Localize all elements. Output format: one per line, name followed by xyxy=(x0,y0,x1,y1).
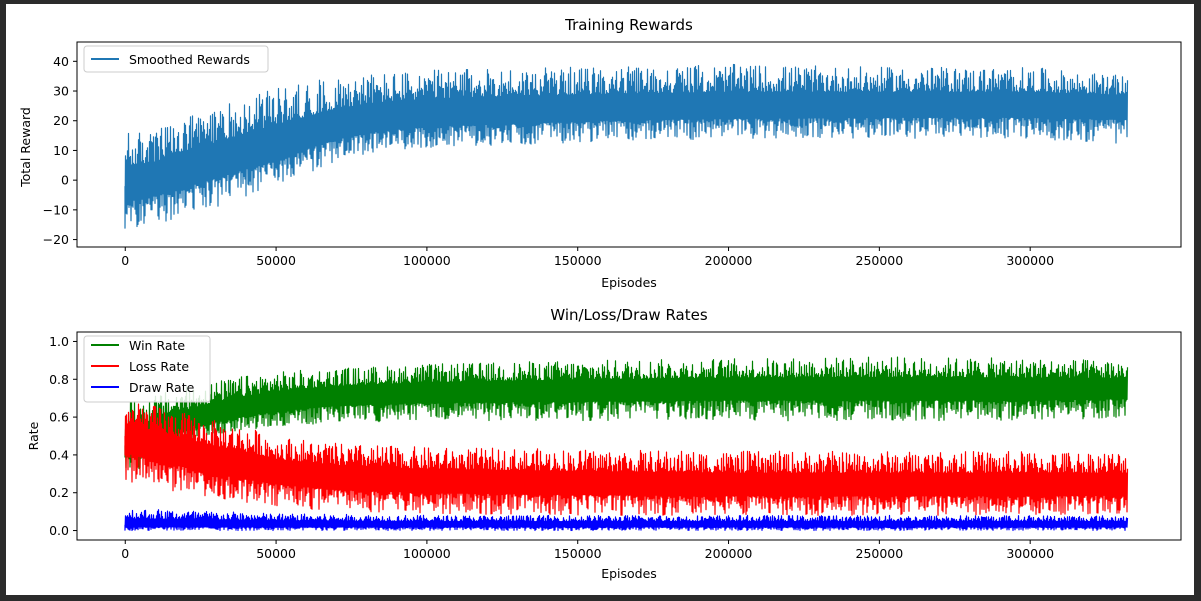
rewards-subplot: Training Rewards 0 50000 100000 150000 20000… xyxy=(18,16,1182,290)
series-line xyxy=(124,63,1129,229)
rates-x-ticks: 0 50000 100000 150000 200000 250000 300000 xyxy=(121,540,1054,561)
rewards-x-ticks: 0 50000 100000 150000 200000 250000 300000 xyxy=(121,247,1054,268)
y-tick-label: 30 xyxy=(53,84,69,99)
series-line xyxy=(124,356,1129,470)
y-tick-label: 40 xyxy=(53,54,69,69)
rewards-axes-frame xyxy=(76,41,1182,248)
x-tick-label: 300000 xyxy=(1006,253,1054,268)
y-tick-label: 0.0 xyxy=(49,523,69,538)
rewards-legend: Smoothed Rewards xyxy=(83,45,269,73)
series-line xyxy=(124,509,1129,532)
rewards-legend-label: Smoothed Rewards xyxy=(129,52,250,67)
rates-legend-label-draw: Draw Rate xyxy=(129,380,195,395)
x-tick-label: 250000 xyxy=(856,253,904,268)
rates-title: Win/Loss/Draw Rates xyxy=(550,306,708,324)
rates-legend: Win Rate Loss Rate Draw Rate xyxy=(83,335,211,403)
y-tick-label: 0.2 xyxy=(49,485,69,500)
x-tick-label: 150000 xyxy=(554,546,602,561)
rates-axes-frame xyxy=(76,331,1182,541)
rates-legend-label-loss: Loss Rate xyxy=(129,359,189,374)
y-tick-label: 0.8 xyxy=(49,372,69,387)
x-tick-label: 200000 xyxy=(705,546,753,561)
rates-ylabel: Rate xyxy=(26,421,41,450)
y-tick-label: 0.4 xyxy=(49,447,69,462)
x-tick-label: 250000 xyxy=(856,546,904,561)
x-tick-label: 300000 xyxy=(1006,546,1054,561)
series-line xyxy=(124,403,1129,516)
x-tick-label: 150000 xyxy=(554,253,602,268)
rates-series-group xyxy=(124,356,1129,532)
x-tick-label: 100000 xyxy=(403,546,451,561)
rewards-ylabel: Total Reward xyxy=(18,107,33,188)
rates-y-ticks: 0.0 0.2 0.4 0.6 0.8 1.0 xyxy=(49,334,77,538)
rewards-legend-box xyxy=(83,45,269,73)
x-tick-label: 50000 xyxy=(256,546,296,561)
x-tick-label: 200000 xyxy=(705,253,753,268)
rates-subplot: Win/Loss/Draw Rates 0 50000 100000 150000 20… xyxy=(26,306,1182,581)
rates-legend-label-win: Win Rate xyxy=(129,338,185,353)
figure-canvas: Training Rewards 0 50000 100000 150000 20000… xyxy=(18,16,1182,581)
rewards-y-ticks: −20 −10 0 10 20 30 40 xyxy=(43,54,77,247)
y-tick-label: 10 xyxy=(53,143,69,158)
rates-legend-box xyxy=(83,335,211,403)
rates-xlabel: Episodes xyxy=(601,566,657,581)
x-tick-label: 100000 xyxy=(403,253,451,268)
y-tick-label: 0.6 xyxy=(49,410,69,425)
y-tick-label: 1.0 xyxy=(49,334,69,349)
y-tick-label: 0 xyxy=(61,173,69,188)
y-tick-label: 20 xyxy=(53,113,69,128)
x-tick-label: 50000 xyxy=(256,253,296,268)
rewards-title: Training Rewards xyxy=(564,16,693,34)
y-tick-label: −20 xyxy=(43,232,69,247)
rewards-xlabel: Episodes xyxy=(601,275,657,290)
rewards-series-group xyxy=(124,63,1129,229)
x-tick-label: 0 xyxy=(121,546,129,561)
figure: Training Rewards 0 50000 100000 150000 20000… xyxy=(6,4,1194,595)
x-tick-label: 0 xyxy=(121,253,129,268)
y-tick-label: −10 xyxy=(43,202,69,217)
